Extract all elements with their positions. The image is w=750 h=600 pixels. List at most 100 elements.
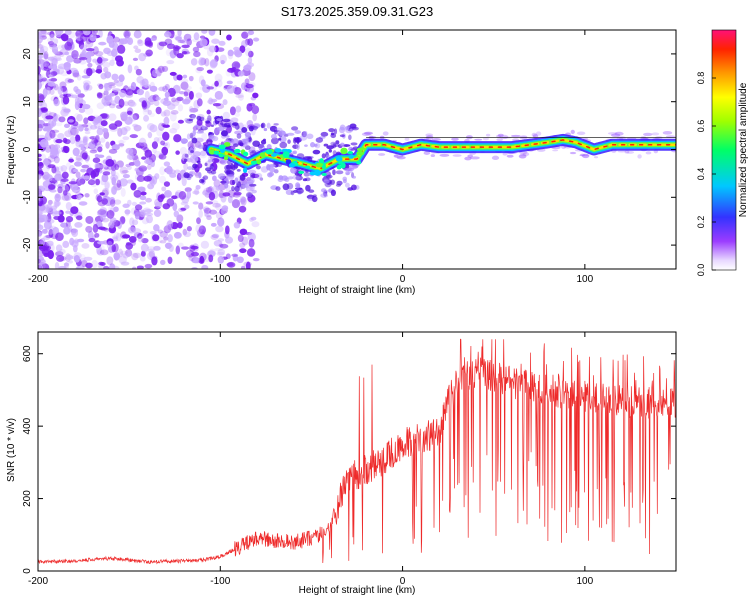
- heatmap-cell: [207, 158, 215, 163]
- heatmap-cell: [210, 234, 219, 240]
- heatmap-cell: [261, 122, 266, 129]
- heatmap-cell: [496, 138, 503, 142]
- heatmap-cell: [118, 139, 125, 148]
- heatmap-cell: [38, 76, 43, 80]
- heatmap-cell: [178, 173, 185, 179]
- heatmap-cell: [535, 131, 542, 136]
- heatmap-cell: [73, 168, 79, 173]
- heatmap-cell: [120, 187, 126, 197]
- heatmap-cell: [239, 228, 248, 236]
- heatmap-cell: [163, 97, 169, 102]
- heatmap-cell: [238, 205, 247, 213]
- heatmap-cell: [431, 138, 441, 141]
- heatmap-cell: [145, 214, 153, 224]
- heatmap-cell: [122, 203, 130, 208]
- heatmap-cell: [190, 245, 199, 250]
- heatmap-cell: [118, 255, 127, 264]
- heatmap-cell: [226, 262, 234, 267]
- heatmap-cell: [231, 199, 241, 209]
- heatmap-cell: [520, 135, 528, 139]
- heatmap-cell: [47, 56, 55, 61]
- heatmap-cell: [485, 133, 491, 137]
- heatmap-cell: [340, 142, 345, 147]
- heatmap-cell: [245, 83, 254, 89]
- heatmap-cell: [199, 38, 208, 47]
- heatmap-cell: [48, 225, 54, 235]
- heatmap-cell: [111, 186, 117, 195]
- heatmap-cell: [237, 70, 245, 77]
- heatmap-cell: [85, 122, 93, 132]
- heatmap-cell: [47, 81, 56, 87]
- heatmap-cell: [38, 174, 42, 180]
- heatmap-cell: [234, 130, 243, 135]
- heatmap-cell: [147, 248, 155, 253]
- heatmap-cell: [116, 160, 124, 168]
- heatmap-cell: [296, 143, 300, 150]
- heatmap-cell: [216, 118, 223, 122]
- ridge-blob: [349, 154, 354, 159]
- heatmap-cell: [131, 201, 137, 206]
- heatmap-cell: [127, 226, 136, 234]
- spectrogram-xtick-label: 100: [577, 274, 594, 285]
- heatmap-cell: [148, 112, 156, 118]
- heatmap-cell: [226, 80, 233, 85]
- heatmap-cell: [144, 212, 154, 217]
- heatmap-cell: [132, 113, 140, 121]
- colorbar-label: Normalized spectral amplitude: [738, 82, 749, 217]
- heatmap-cell: [60, 164, 68, 172]
- heatmap-cell: [240, 82, 248, 91]
- heatmap-cell: [60, 222, 69, 228]
- heatmap-cell: [169, 71, 177, 76]
- heatmap-cell: [464, 156, 472, 161]
- heatmap-cell: [244, 47, 252, 57]
- spectrogram-xtick-label: -100: [210, 274, 230, 285]
- heatmap-cell: [80, 146, 87, 151]
- heatmap-cell: [45, 115, 54, 120]
- heatmap-cell: [345, 126, 350, 131]
- heatmap-cell: [122, 252, 130, 259]
- heatmap-cell: [51, 166, 57, 174]
- heatmap-cell: [74, 161, 82, 167]
- heatmap-cell: [617, 150, 627, 153]
- heatmap-cell: [45, 86, 51, 95]
- heatmap-cell: [129, 134, 138, 139]
- heatmap-cell: [147, 163, 152, 170]
- heatmap-cell: [137, 39, 144, 47]
- heatmap-cell: [122, 136, 130, 141]
- heatmap-cell: [245, 30, 253, 36]
- heatmap-cell: [124, 30, 130, 40]
- heatmap-cell: [88, 177, 96, 184]
- heatmap-cell: [144, 84, 152, 89]
- heatmap-cell: [195, 223, 203, 234]
- heatmap-cell: [141, 100, 147, 108]
- heatmap-cell: [191, 114, 196, 120]
- heatmap-cell: [64, 182, 72, 190]
- heatmap-cell: [251, 189, 257, 194]
- ridge-blob: [282, 151, 290, 159]
- heatmap-cell: [214, 80, 219, 87]
- heatmap-cell: [214, 90, 223, 100]
- heatmap-cell: [47, 249, 54, 260]
- heatmap-cell: [195, 184, 201, 190]
- heatmap-cell: [200, 150, 207, 157]
- heatmap-cell: [104, 181, 110, 191]
- heatmap-cell: [149, 124, 158, 133]
- heatmap-cell: [75, 134, 81, 143]
- heatmap-cell: [247, 179, 254, 185]
- heatmap-cell: [213, 239, 223, 247]
- heatmap-cell: [251, 221, 260, 228]
- heatmap-cell: [169, 127, 178, 134]
- heatmap-cell: [273, 123, 279, 126]
- heatmap-cell: [164, 190, 172, 198]
- heatmap-cell: [121, 234, 131, 239]
- heatmap-cell: [158, 86, 166, 92]
- heatmap-cell: [132, 252, 142, 259]
- heatmap-cell: [254, 172, 263, 179]
- heatmap-cell: [72, 147, 80, 157]
- heatmap-cell: [174, 34, 183, 41]
- heatmap-cell: [99, 164, 108, 169]
- heatmap-cell: [111, 73, 119, 81]
- heatmap-cell: [88, 237, 96, 243]
- ridge-blob: [319, 158, 324, 164]
- heatmap-cell: [210, 222, 217, 227]
